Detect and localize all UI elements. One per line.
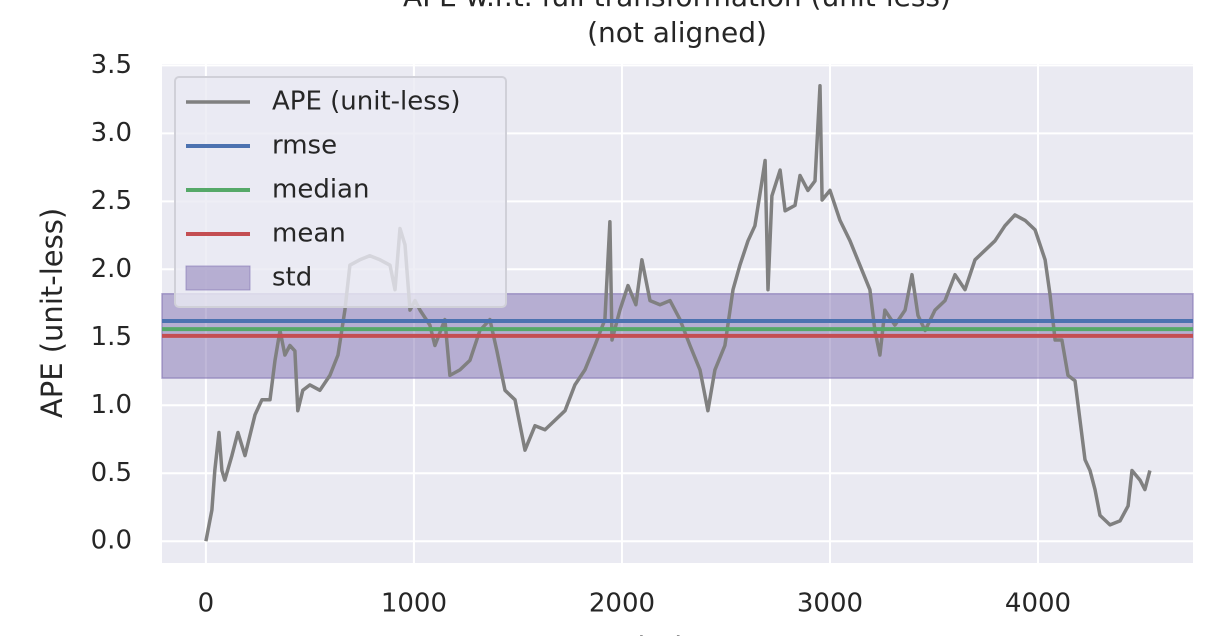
legend-box [174,76,507,308]
legend-swatch [185,265,251,291]
y-tick-label: 0.0 [91,526,132,556]
y-tick-label: 2.0 [91,254,132,284]
legend-label: rmse [272,131,337,161]
x-tick-label: 3000 [797,589,863,619]
x-tick-label: 1000 [381,589,447,619]
y-tick-label: 1.5 [91,322,132,352]
legend-label: mean [272,219,346,249]
y-axis-label: APE (unit-less) [35,208,69,418]
legend-label: APE (unit-less) [272,87,461,117]
legend-label: std [272,263,312,293]
legend: APE (unit-less) rmse median mean std [174,76,507,308]
y-tick-label: 1.0 [91,390,132,420]
legend-label: median [272,175,369,205]
y-tick-label: 0.5 [91,458,132,488]
x-tick-label: 4000 [1005,589,1071,619]
x-tick-label: 2000 [589,589,655,619]
chart-subtitle: (not aligned) [587,16,767,49]
y-tick-label: 3.0 [91,118,132,148]
y-tick-label: 3.5 [91,50,132,80]
chart-title: APE w.r.t. full transformation (unit-les… [403,0,951,13]
series-line [204,84,1152,542]
x-axis-label: index [637,631,716,636]
y-tick-label: 2.5 [91,186,132,216]
x-tick-label: 0 [198,589,215,619]
